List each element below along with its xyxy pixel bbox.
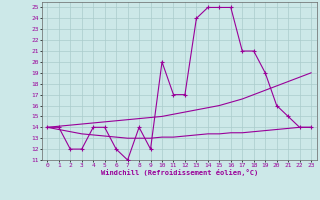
X-axis label: Windchill (Refroidissement éolien,°C): Windchill (Refroidissement éolien,°C) — [100, 169, 258, 176]
